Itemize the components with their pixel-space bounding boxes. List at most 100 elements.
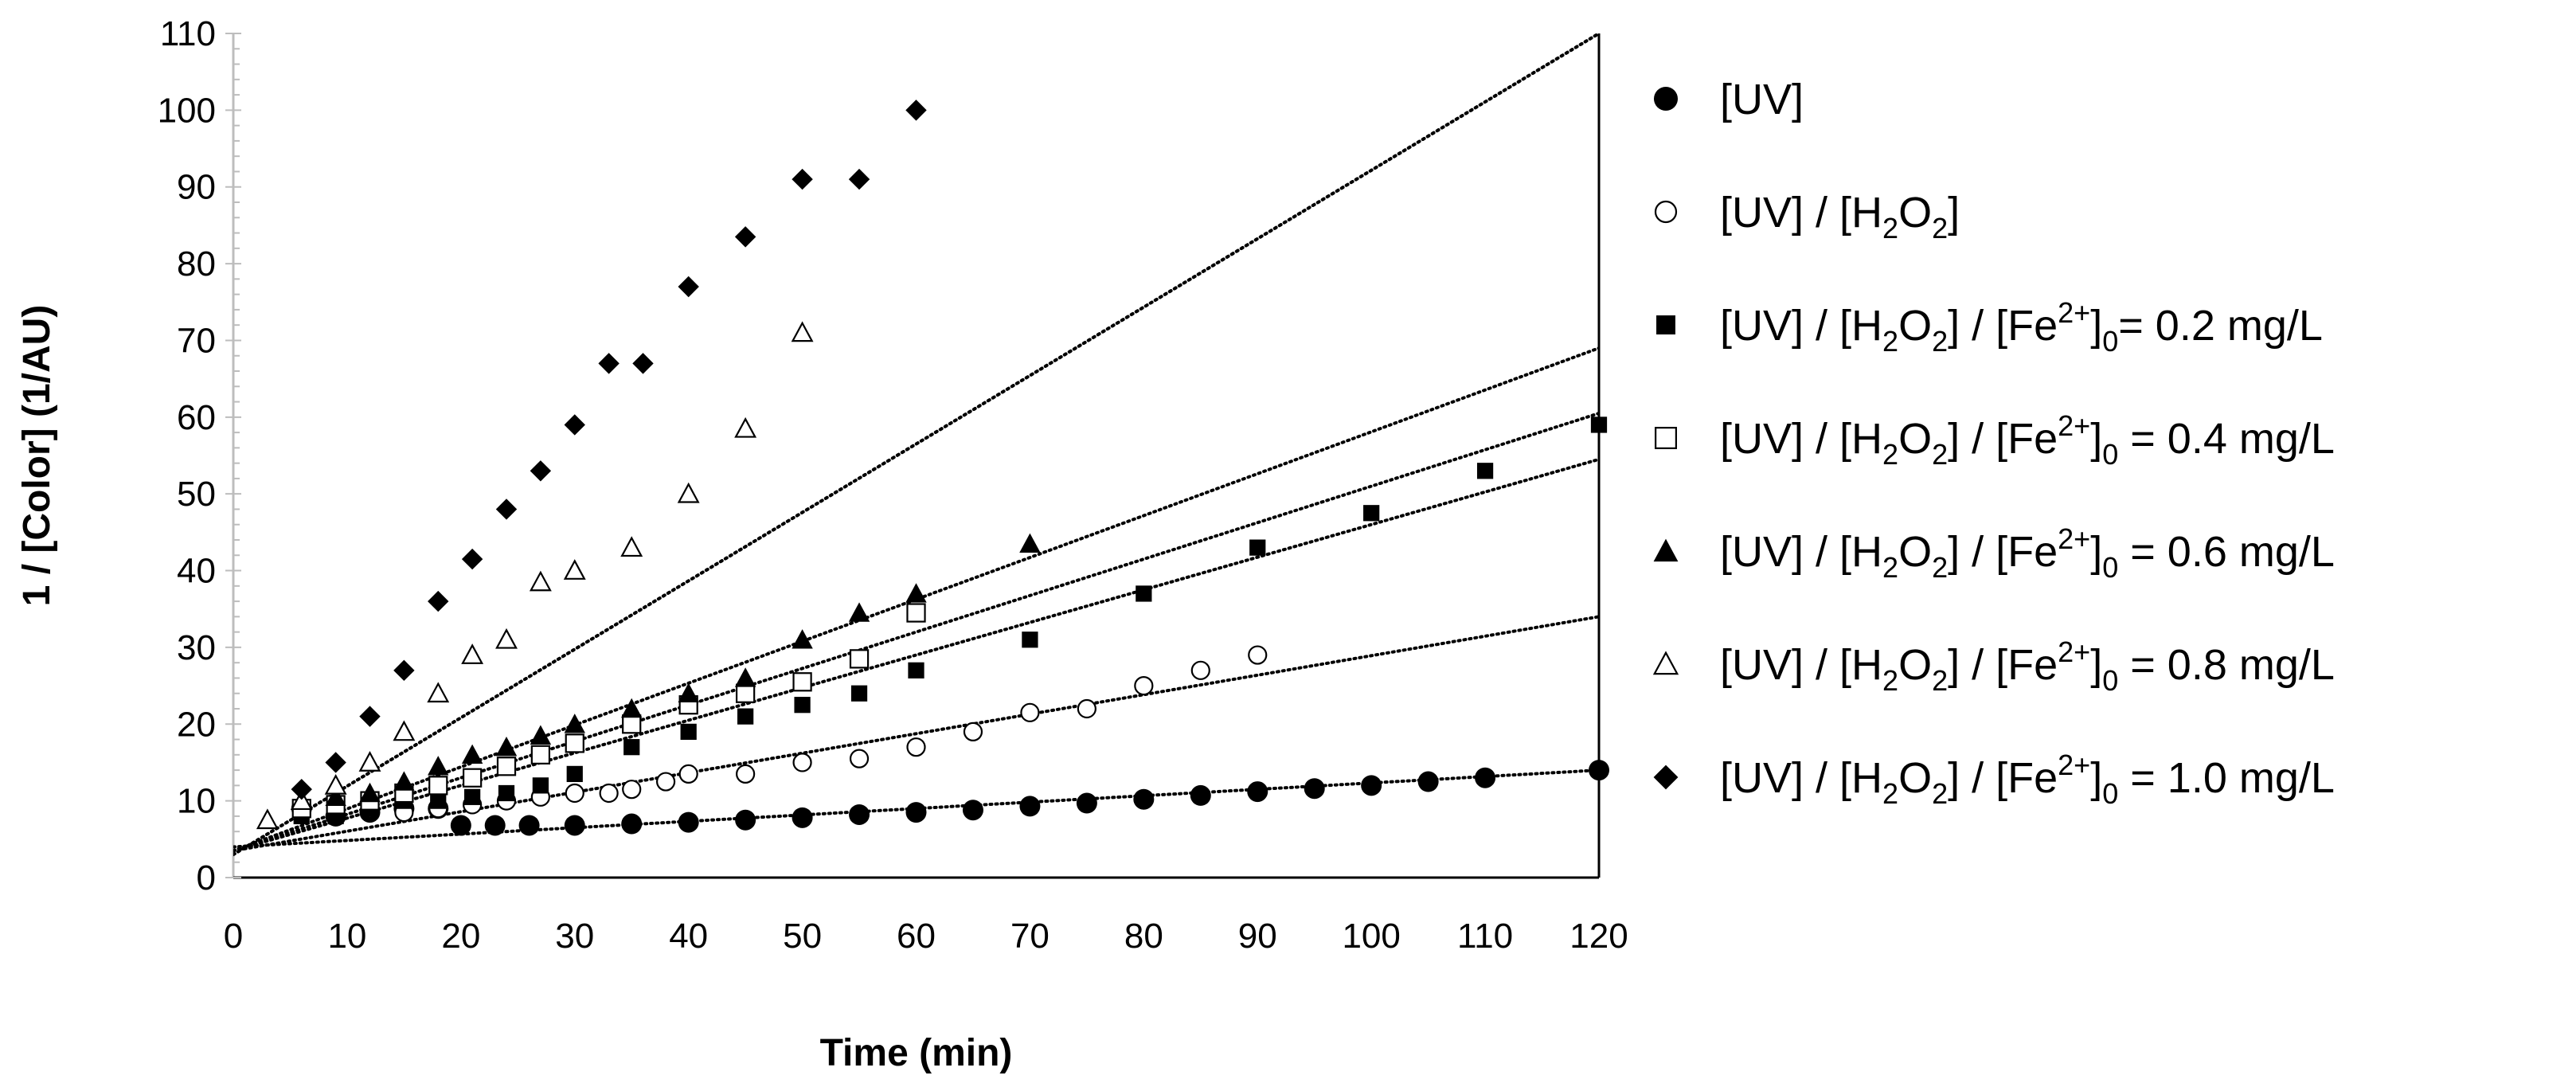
data-point — [734, 226, 756, 248]
data-point — [850, 685, 868, 702]
data-point — [495, 499, 518, 520]
data-point — [393, 771, 415, 791]
data-point — [791, 321, 814, 342]
series-6 — [256, 321, 814, 830]
data-point — [565, 783, 584, 804]
data-point — [529, 570, 552, 592]
data-point — [359, 706, 381, 727]
data-point — [291, 778, 312, 800]
data-point — [734, 667, 756, 687]
x-tick-label: 60 — [897, 917, 936, 956]
series-7 — [291, 100, 927, 800]
y-tick-label: 90 — [177, 168, 216, 207]
data-point — [792, 629, 813, 649]
y-tick-label: 110 — [160, 14, 216, 53]
data-point — [678, 682, 699, 702]
data-point — [794, 697, 811, 714]
data-point — [530, 725, 552, 745]
data-point — [564, 714, 585, 733]
data-point — [530, 745, 551, 764]
data-point — [678, 276, 699, 298]
trendlines — [233, 33, 1599, 857]
data-point — [962, 800, 983, 821]
data-point — [792, 672, 812, 692]
data-point — [496, 757, 517, 776]
data-point — [734, 416, 757, 438]
y-tick-label: 30 — [177, 628, 216, 667]
data-point — [1248, 645, 1268, 665]
data-point — [290, 789, 313, 811]
x-tick-label: 30 — [555, 917, 594, 956]
x-tick-label: 80 — [1124, 917, 1163, 956]
x-tick-label: 20 — [441, 917, 480, 956]
data-point — [1247, 781, 1268, 803]
data-point — [565, 733, 584, 753]
legend-marker — [1653, 538, 1679, 562]
data-point — [678, 764, 698, 784]
data-point — [849, 749, 870, 768]
data-point — [325, 752, 346, 773]
data-point — [792, 168, 813, 190]
data-point — [1190, 784, 1211, 806]
data-point — [461, 548, 483, 570]
data-point — [622, 714, 642, 734]
data-point — [905, 100, 927, 121]
data-point — [1019, 796, 1041, 817]
data-point — [621, 698, 643, 718]
data-point — [1022, 632, 1038, 648]
x-tick-label: 110 — [1457, 917, 1513, 956]
data-point — [1363, 505, 1380, 522]
data-point — [1134, 675, 1154, 696]
data-point — [735, 683, 756, 703]
y-tick-label: 50 — [177, 475, 216, 514]
data-point — [256, 808, 279, 830]
data-point — [908, 662, 924, 678]
data-point — [1076, 792, 1097, 814]
data-point — [849, 649, 870, 669]
data-point — [848, 168, 870, 190]
data-point — [1133, 788, 1155, 810]
data-point — [428, 776, 448, 796]
y-tick-label: 80 — [177, 244, 216, 284]
legend-label: [UV] / [H2O2] / [Fe2+]0 = 0.6 mg/L — [1720, 522, 2335, 584]
legend-label: [UV] — [1720, 76, 1804, 123]
data-point — [655, 772, 676, 792]
data-point — [564, 414, 585, 436]
data-point — [495, 628, 518, 649]
data-point — [622, 780, 642, 800]
x-tick-label: 10 — [327, 917, 366, 956]
x-tick-label: 50 — [783, 917, 822, 956]
data-point — [564, 815, 585, 836]
data-point — [792, 807, 813, 828]
data-point — [518, 815, 540, 836]
data-point — [848, 602, 870, 622]
x-axis-title: Time (min) — [820, 1032, 1013, 1074]
data-point — [427, 682, 450, 703]
x-tick-label: 100 — [1342, 917, 1400, 956]
x-tick-label: 70 — [1010, 917, 1050, 956]
legend-marker — [1654, 87, 1678, 111]
x-tick-label: 90 — [1238, 917, 1277, 956]
y-tick-label: 70 — [177, 321, 216, 360]
data-point — [461, 744, 483, 764]
data-point — [359, 782, 381, 803]
data-point — [1249, 539, 1266, 556]
y-tick-label: 100 — [158, 91, 216, 130]
legend-marker — [1652, 651, 1679, 675]
y-tick-label: 60 — [177, 398, 216, 437]
data-point — [680, 723, 697, 741]
legend-marker — [1656, 315, 1675, 334]
trendline-series-7 — [233, 33, 1599, 857]
legend-marker — [1653, 764, 1679, 790]
data-point — [461, 643, 484, 664]
data-point — [1019, 533, 1041, 553]
data-point — [621, 813, 643, 835]
tick-labels: 0 10 20 30 40 50 60 70 80 90 100 110 0 10 20 30 40 50 60 70… — [158, 14, 1628, 956]
x-tick-label: 0 — [224, 917, 243, 956]
legend-label: [UV] / [H2O2] / [Fe2+]0 = 0.8 mg/L — [1720, 635, 2335, 697]
data-point — [735, 809, 756, 831]
data-point — [1476, 463, 1494, 479]
y-tick-label: 40 — [177, 552, 216, 591]
